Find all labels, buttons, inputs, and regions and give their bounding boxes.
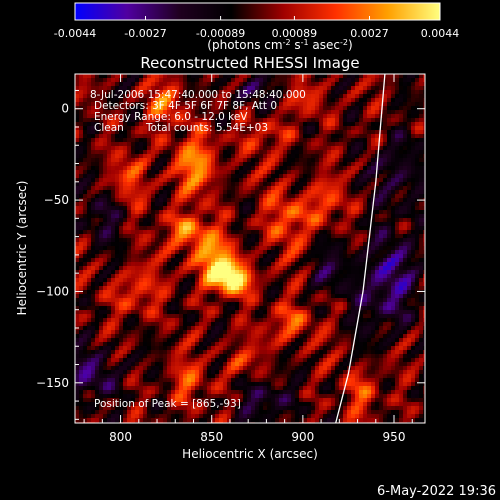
timestamp: 6-May-2022 19:36 bbox=[377, 484, 496, 499]
colorbar-tick-label: -0.00089 bbox=[196, 27, 245, 40]
solar-limb bbox=[335, 74, 386, 423]
time-range-annotation: 8-Jul-2006 15:47:40.000 to 15:48:40.000 bbox=[90, 89, 306, 101]
colorbar-tick-label: -0.0044 bbox=[54, 27, 96, 40]
colorbar bbox=[74, 2, 441, 21]
plot-frame bbox=[74, 73, 426, 424]
y-tick-label: −100 bbox=[36, 284, 69, 298]
colorbar-tick-label: 0.00089 bbox=[272, 27, 318, 40]
x-axis-label: Heliocentric X (arcsec) bbox=[182, 447, 318, 461]
energy-annotation: Energy Range: 6.0 - 12.0 keV bbox=[94, 111, 248, 123]
y-tick-label: −50 bbox=[44, 193, 69, 207]
y-tick-label: −150 bbox=[36, 376, 69, 390]
peak-annotation: Position of Peak = [865,-93] bbox=[94, 398, 241, 410]
x-ticks: 800 850 900 950 bbox=[83, 74, 413, 444]
x-tick-label: 800 bbox=[109, 430, 132, 444]
chart-title: Reconstructed RHESSI Image bbox=[140, 54, 359, 72]
y-ticks: 0 −50 −100 −150 bbox=[36, 89, 425, 420]
colorbar-tick-label: 0.0044 bbox=[421, 27, 460, 40]
colorbar-tick-label: 0.0027 bbox=[350, 27, 389, 40]
y-axis-label: Heliocentric Y (arcsec) bbox=[15, 181, 29, 316]
total-counts-annotation: Total counts: 5.54E+03 bbox=[145, 122, 268, 134]
y-tick-label: 0 bbox=[61, 102, 69, 116]
colorbar-ticks bbox=[74, 16, 441, 20]
x-tick-label: 850 bbox=[200, 430, 223, 444]
clean-annotation: Clean bbox=[94, 122, 124, 134]
detectors-annotation: Detectors: 3F 4F 5F 6F 7F 8F, Att 0 bbox=[94, 100, 277, 112]
colorbar-units: (photons cm-2 s-1 asec-2) bbox=[207, 38, 352, 52]
colorbar-tick-label: -0.0027 bbox=[124, 27, 166, 40]
colorbar-tick-labels: -0.0044 -0.0027 -0.00089 0.00089 0.0027 0.004… bbox=[54, 27, 459, 40]
x-tick-label: 900 bbox=[291, 430, 314, 444]
x-tick-label: 950 bbox=[383, 430, 406, 444]
